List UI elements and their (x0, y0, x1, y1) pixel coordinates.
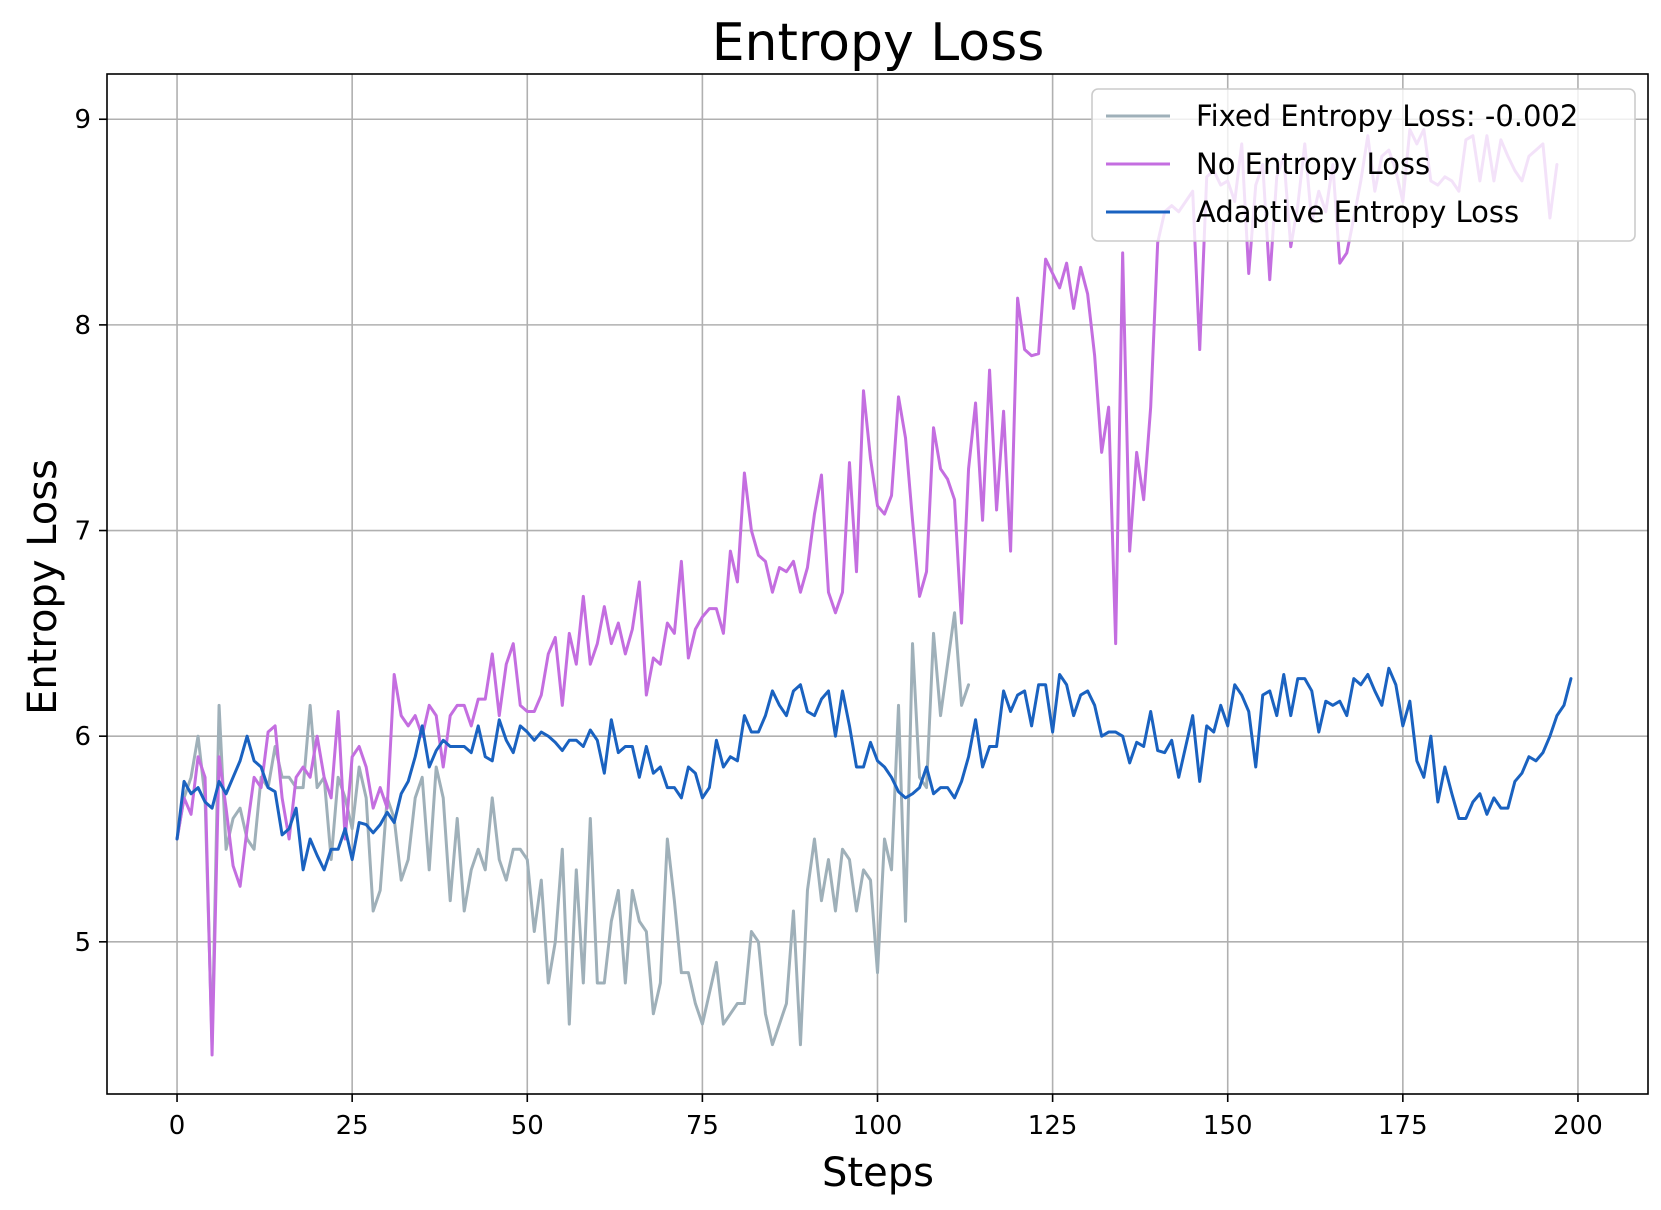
y-axis-title: Entropy Loss (20, 459, 66, 715)
x-axis-title: Steps (822, 1150, 934, 1196)
series-line-fixed-entropy-loss-0-002 (175, 611, 971, 1047)
x-tick-label: 125 (1028, 1111, 1078, 1141)
x-tick-label: 50 (511, 1111, 544, 1141)
grid-lines (107, 74, 1648, 1094)
y-tick-label: 8 (74, 311, 91, 341)
y-tick-label: 9 (74, 105, 91, 135)
legend-label-fixed-entropy-loss-0-002: Fixed Entropy Loss: -0.002 (1196, 99, 1578, 133)
y-tick-label: 5 (74, 928, 91, 958)
axis-ticks: 0 25 50 75 100 125 150 175 200 5 6 7 8 9 (74, 105, 1602, 1141)
legend-box (1091, 88, 1636, 242)
series-line-adaptive-entropy-loss (175, 666, 1573, 872)
x-tick-label: 150 (1203, 1111, 1253, 1141)
x-tick-label: 25 (336, 1111, 369, 1141)
x-tick-label: 100 (853, 1111, 903, 1141)
x-tick-label: 75 (686, 1111, 719, 1141)
x-tick-label: 175 (1378, 1111, 1428, 1141)
chart-title: Entropy Loss (712, 13, 1045, 73)
x-tick-label: 0 (169, 1111, 186, 1141)
y-tick-label: 7 (74, 517, 91, 547)
legend: Fixed Entropy Loss: -0.002 No Entropy Los… (1091, 88, 1636, 242)
legend-label-adaptive-entropy-loss: Adaptive Entropy Loss (1196, 195, 1519, 229)
y-tick-label: 6 (74, 722, 91, 752)
x-tick-label: 200 (1553, 1111, 1603, 1141)
legend-label-no-entropy-loss: No Entropy Loss (1196, 147, 1430, 181)
